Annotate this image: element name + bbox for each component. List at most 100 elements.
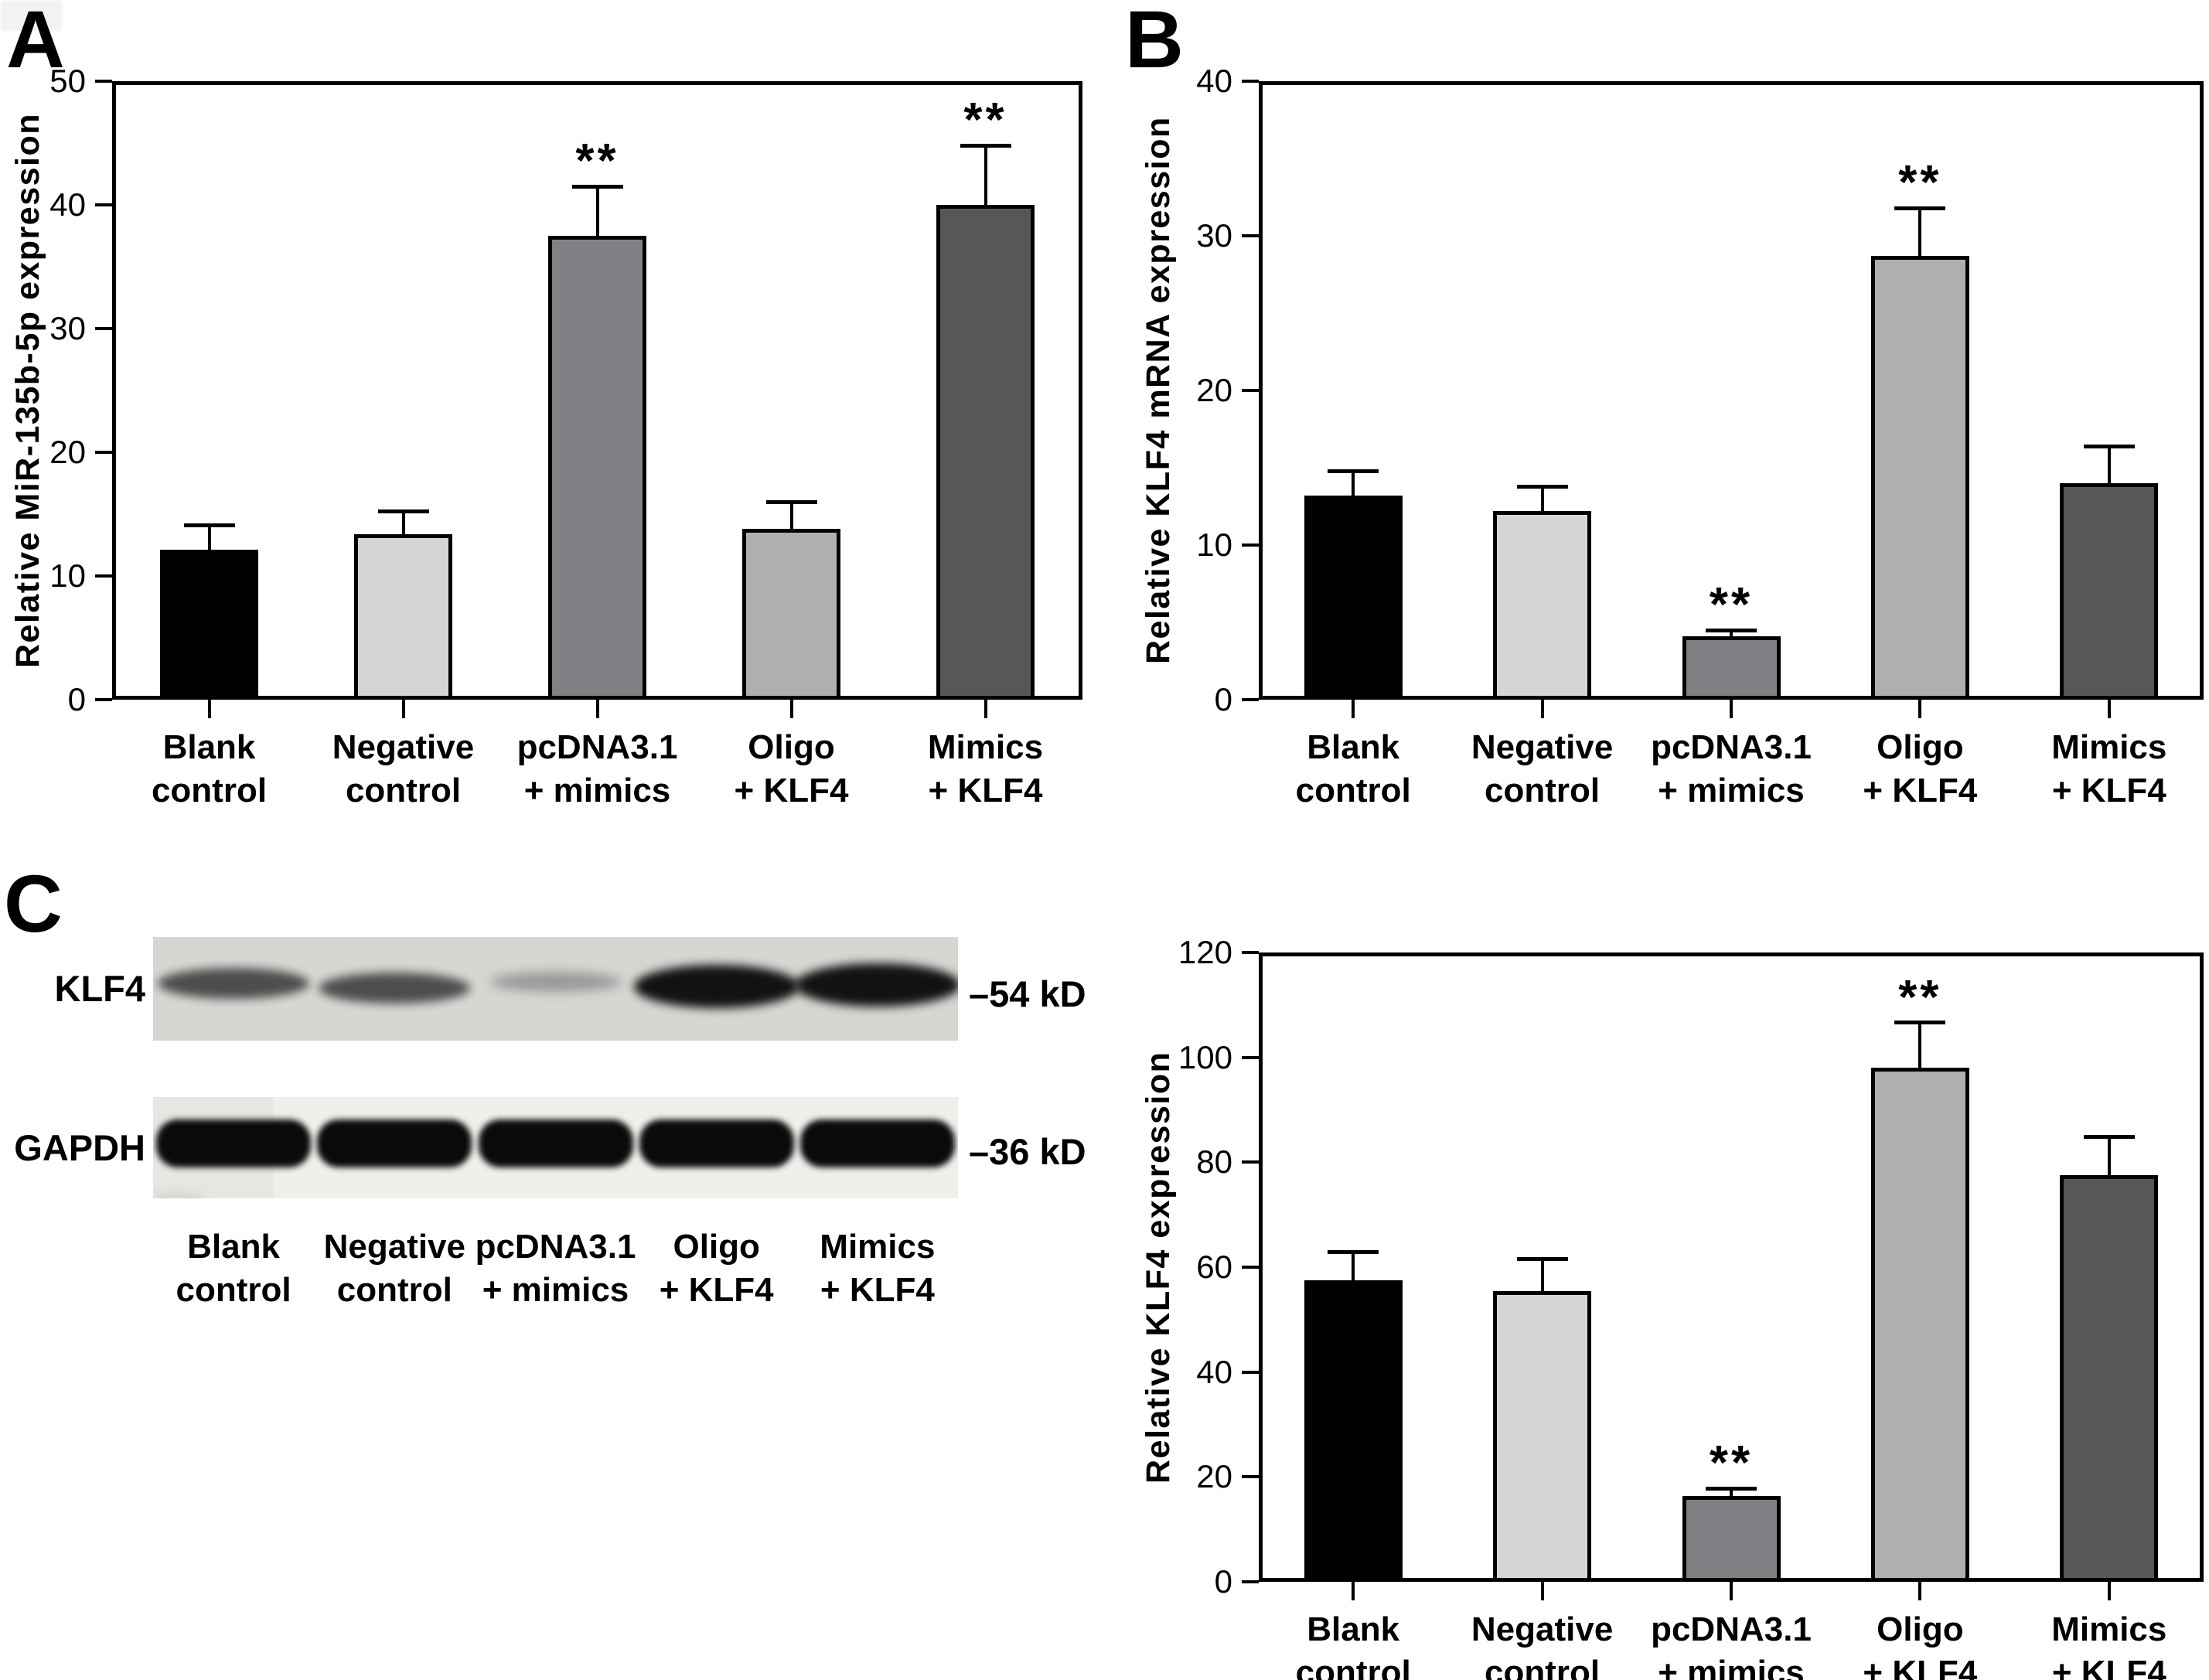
- y-tick-label: 100: [1178, 1038, 1232, 1075]
- bar: [742, 529, 840, 700]
- blot-lane-label: Mimics + KLF4: [820, 1228, 936, 1309]
- blot-gap-mark: [0, 12, 62, 19]
- error-bar-whisker: [1352, 1252, 1355, 1291]
- blot-gap-mark: [0, 25, 62, 31]
- y-axis-tick: [95, 451, 112, 454]
- category-label: pcDNA3.1 + mimics: [1651, 1610, 1812, 1680]
- klf4-band: [489, 972, 622, 992]
- blot-gap-mark: [0, 0, 62, 6]
- x-axis-tick: [595, 700, 599, 718]
- category-label: Blank control: [151, 728, 268, 809]
- blot-strip-gapdh: [153, 1097, 958, 1198]
- y-tick-label: 40: [1196, 1353, 1232, 1390]
- y-axis-tick: [95, 698, 112, 701]
- error-bar-whisker: [595, 186, 599, 247]
- error-bar-cap: [1328, 1249, 1379, 1254]
- bar: [1493, 1290, 1592, 1582]
- category-label: Oligo + KLF4: [1863, 728, 1978, 809]
- y-axis-tick: [95, 574, 112, 578]
- y-axis-tick: [1242, 234, 1259, 237]
- bar: [1682, 636, 1781, 700]
- y-axis-tick: [95, 327, 112, 330]
- category-label: Mimics + KLF4: [2051, 1610, 2167, 1680]
- error-bar-cap: [2083, 1134, 2135, 1139]
- category-label: Negative control: [1471, 728, 1614, 809]
- x-axis-tick: [983, 700, 987, 718]
- chart-a-y-axis-title: Relative MiR-135b-5p expression: [9, 112, 46, 669]
- gapdh-band: [799, 1119, 955, 1167]
- error-bar-cap: [1516, 1256, 1568, 1261]
- category-label: pcDNA3.1 + mimics: [516, 728, 678, 809]
- error-bar-whisker: [207, 525, 211, 561]
- category-label: Blank control: [1295, 728, 1411, 809]
- x-axis-tick: [1730, 1582, 1733, 1600]
- x-axis-tick: [1352, 700, 1355, 718]
- x-axis-tick: [401, 700, 405, 718]
- error-bar-whisker: [2107, 1136, 2111, 1187]
- category-label: Negative control: [1471, 1610, 1614, 1680]
- blot-row-label-klf4: KLF4: [54, 968, 146, 1009]
- bar: [2060, 1175, 2159, 1582]
- y-tick-label: 0: [67, 681, 86, 717]
- x-axis-tick: [1540, 700, 1544, 718]
- blot-lane-label: pcDNA3.1 + mimics: [475, 1228, 636, 1309]
- blot-lane-label: Negative control: [323, 1228, 465, 1309]
- error-bar-cap: [2083, 444, 2135, 448]
- y-tick-label: 30: [49, 310, 86, 346]
- significance-marker: **: [575, 135, 619, 188]
- blot-gap-mark: [0, 19, 62, 25]
- gapdh-band: [478, 1119, 633, 1167]
- category-label: pcDNA3.1 + mimics: [1651, 728, 1812, 809]
- category-label: Mimics + KLF4: [2051, 728, 2167, 809]
- error-bar-cap: [1706, 628, 1757, 632]
- blot-strip-klf4: [153, 937, 958, 1041]
- y-axis-tick: [1242, 1370, 1259, 1374]
- y-axis-tick: [1242, 1266, 1259, 1269]
- blot-lane-label: Oligo + KLF4: [659, 1228, 774, 1309]
- x-axis-tick: [2107, 700, 2111, 718]
- error-bar-cap: [1328, 469, 1379, 473]
- y-tick-label: 60: [1196, 1249, 1232, 1285]
- significance-marker: **: [1898, 156, 1942, 210]
- y-axis-tick: [1242, 951, 1259, 954]
- error-bar-whisker: [2107, 446, 2111, 494]
- y-tick-label: 0: [1214, 1563, 1232, 1600]
- significance-marker: **: [1709, 1436, 1754, 1491]
- x-axis-tick: [207, 700, 211, 718]
- error-bar-whisker: [1540, 1259, 1544, 1302]
- x-axis-tick: [789, 700, 793, 718]
- y-tick-label: 20: [1196, 372, 1232, 408]
- y-tick-label: 40: [49, 186, 86, 223]
- error-bar-cap: [377, 509, 429, 514]
- error-bar-cap: [1894, 206, 1946, 210]
- error-bar-whisker: [1352, 471, 1355, 506]
- blot-marker-54kd: –54 kD: [969, 973, 1086, 1014]
- y-tick-label: 20: [1196, 1458, 1232, 1495]
- gapdh-band: [156, 1119, 312, 1167]
- error-bar-whisker: [1540, 486, 1544, 522]
- y-axis-tick: [1242, 698, 1259, 701]
- x-axis-tick: [1540, 1582, 1544, 1600]
- blot-gap-mark: [0, 6, 62, 12]
- klf4-band: [794, 963, 958, 1007]
- y-axis-tick: [95, 80, 112, 83]
- y-tick-label: 50: [49, 63, 86, 99]
- x-axis-tick: [2107, 1582, 2111, 1600]
- y-axis-tick: [1242, 1055, 1259, 1059]
- gapdh-band: [639, 1119, 794, 1167]
- klf4-band: [319, 973, 471, 1004]
- category-label: Oligo + KLF4: [1863, 1610, 1978, 1680]
- significance-marker: **: [1898, 970, 1942, 1024]
- y-axis-tick: [95, 203, 112, 206]
- bar: [1870, 256, 1969, 700]
- x-axis-tick: [1918, 700, 1922, 718]
- panel-label-c: C: [4, 859, 63, 949]
- category-label: Mimics + KLF4: [927, 728, 1044, 809]
- x-axis-tick: [1730, 700, 1733, 718]
- bar: [354, 533, 452, 700]
- error-bar-whisker: [1918, 208, 1922, 267]
- bar: [160, 550, 258, 700]
- y-tick-label: 120: [1178, 934, 1232, 970]
- y-axis-tick: [1242, 80, 1259, 83]
